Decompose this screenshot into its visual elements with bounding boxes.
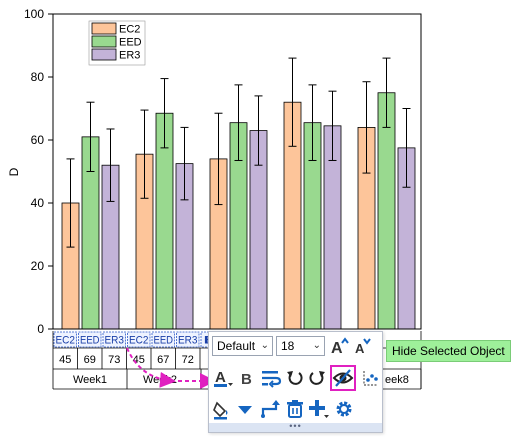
table-group-cell: eek8 [385, 374, 409, 386]
error-bar [234, 84, 243, 161]
paint-bucket-icon [213, 401, 228, 420]
increase-font-icon: A [331, 337, 349, 356]
y-tick-label: 40 [31, 196, 45, 210]
legend-label: ER3 [119, 50, 140, 62]
error-bar [180, 126, 189, 201]
caret-down-icon [238, 406, 252, 414]
error-bar [254, 95, 263, 166]
error-bar [140, 109, 149, 199]
table-value-cell: 73 [108, 354, 120, 366]
bold-button[interactable]: B [236, 367, 258, 389]
error-bar [160, 78, 169, 149]
tooltip: Hide Selected Object [386, 340, 511, 362]
table-value-cell: 72 [182, 354, 194, 366]
legend-label: EC2 [119, 24, 140, 36]
table-label-cell[interactable] [151, 331, 175, 348]
error-bar [402, 108, 411, 188]
eye-slash-icon [332, 369, 354, 387]
error-bar [328, 90, 337, 161]
bar-EED-Week8[interactable] [377, 92, 396, 330]
table-label-text: EC2 [56, 335, 76, 347]
delete-button[interactable] [284, 398, 306, 420]
hide-selected-object-button[interactable] [330, 365, 356, 391]
y-tick-label: 0 [37, 322, 44, 336]
error-bar [86, 101, 95, 172]
decrease-font-button[interactable]: A [351, 335, 373, 357]
dashed-arrow [126, 347, 176, 388]
table-label-cell[interactable] [78, 331, 102, 348]
error-bar [288, 57, 297, 147]
chevron-down-icon: ⌄ [312, 340, 321, 351]
y-tick-label: 100 [24, 7, 44, 21]
fill-dropdown-button[interactable] [234, 398, 256, 420]
decrease-font-icon: A [355, 338, 371, 356]
font-select[interactable]: Default ⌄ [212, 336, 273, 356]
font-size-select[interactable]: 18 ⌄ [276, 336, 325, 356]
connector-arrow-icon [261, 400, 280, 418]
chevron-down-icon: ⌄ [260, 340, 269, 351]
increase-font-button[interactable]: A [328, 335, 350, 357]
table-label-text: EC2 [129, 335, 149, 347]
toolbar-grip[interactable]: ••• [209, 422, 382, 432]
svg-text:A: A [355, 341, 365, 356]
svg-text:A: A [215, 369, 226, 386]
wrap-text-button[interactable] [260, 367, 282, 389]
plot-frame [52, 13, 422, 330]
error-bar [106, 128, 115, 202]
bold-icon: B [241, 371, 252, 388]
rotate-ccw-icon [287, 371, 303, 385]
scatter-options-icon [363, 371, 378, 386]
table-value-cell: 45 [59, 354, 71, 366]
font-color-icon: A [214, 369, 233, 387]
table-group-cell: Week1 [73, 374, 107, 386]
font-size-value: 18 [281, 339, 295, 353]
connect-button[interactable] [259, 398, 281, 420]
legend-swatch-EED [91, 35, 117, 48]
gear-icon [336, 401, 352, 417]
table-label-text: EED [80, 335, 100, 347]
fill-color-button[interactable] [212, 398, 234, 420]
y-axis-label: D [7, 167, 21, 176]
table-label-text: EED [154, 335, 174, 347]
rotate-left-button[interactable] [284, 367, 306, 389]
error-bar [66, 158, 75, 248]
wrap-text-icon [262, 371, 282, 388]
y-tick-label: 80 [31, 70, 45, 84]
dashed-arrows [126, 347, 216, 389]
plus-icon [309, 400, 329, 418]
legend-swatch-ER3 [91, 48, 117, 61]
legend-label: EED [119, 37, 142, 49]
font-color-button[interactable]: A [212, 367, 234, 389]
table-label-cell[interactable] [102, 331, 126, 348]
settings-button[interactable] [333, 398, 355, 420]
table-label-cell[interactable] [53, 331, 77, 348]
y-tick-label: 60 [31, 133, 45, 147]
table-label-text: ER3 [178, 335, 198, 347]
error-bar [308, 84, 317, 161]
table-value-cell: 69 [84, 354, 96, 366]
mini-toolbar: Default ⌄ 18 ⌄ A A A B [208, 331, 383, 433]
svg-text:A: A [331, 340, 343, 356]
error-bar [214, 112, 223, 206]
rotate-cw-icon [309, 371, 325, 385]
y-tick-label: 20 [31, 259, 45, 273]
table-label-text: ER3 [105, 335, 125, 347]
add-button[interactable] [308, 398, 330, 420]
table-value-cell: 67 [157, 354, 169, 366]
error-bar [362, 81, 371, 174]
svg-text:B: B [241, 371, 252, 388]
rotate-right-button[interactable] [306, 367, 328, 389]
table-label-cell[interactable] [176, 331, 200, 348]
trash-icon [287, 400, 303, 418]
error-bar [382, 57, 391, 128]
more-options-button[interactable] [359, 367, 381, 389]
font-select-value: Default [217, 339, 256, 353]
legend-swatch-EC2 [91, 22, 117, 35]
table-label-cell[interactable] [127, 331, 151, 348]
